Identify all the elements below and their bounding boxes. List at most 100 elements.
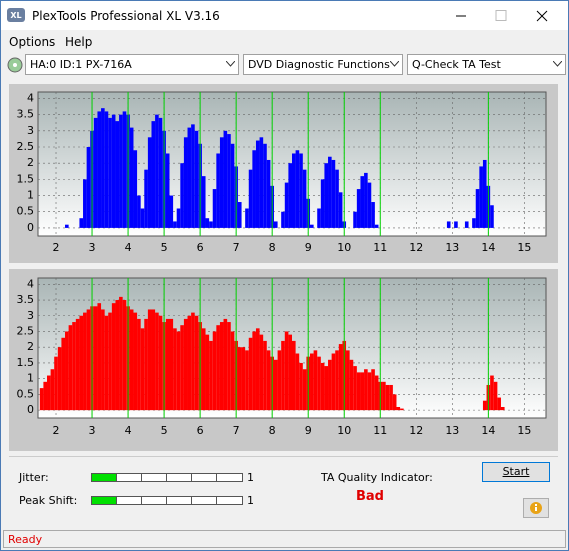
function-select[interactable]: DVD Diagnostic Functions (243, 54, 403, 75)
bar (248, 169, 253, 228)
app-icon: XL (7, 8, 25, 22)
meter-fill (91, 473, 118, 482)
bar (310, 224, 314, 228)
bar (295, 150, 300, 228)
y-tick-label: 1.5 (17, 172, 35, 185)
menu-item[interactable]: Help (65, 35, 93, 49)
bar (335, 169, 339, 228)
bar (237, 347, 242, 411)
bar (144, 169, 148, 228)
y-tick-label: 3 (27, 124, 34, 137)
bar (320, 362, 325, 411)
bar (165, 318, 170, 411)
bar (79, 315, 84, 411)
start-label: Start (502, 465, 530, 478)
window-controls[interactable] (441, 1, 568, 30)
bar (255, 140, 260, 228)
status-text: Ready (8, 533, 43, 546)
bar (83, 312, 87, 411)
bar (273, 359, 278, 411)
status-bar: Ready (3, 530, 566, 548)
bar (151, 309, 156, 411)
bar (392, 394, 397, 411)
bar (68, 325, 73, 411)
x-tick-label: 4 (125, 241, 132, 254)
x-tick-label: 10 (337, 241, 351, 254)
bar (266, 159, 271, 228)
bar (266, 350, 271, 411)
test-select[interactable]: Q-Check TA Test (407, 54, 566, 75)
bar (223, 130, 228, 228)
bar (111, 114, 116, 228)
bar (79, 218, 84, 228)
bar (169, 318, 174, 411)
y-tick-label: 3.5 (17, 293, 35, 306)
function-label: DVD Diagnostic Functions (248, 58, 390, 71)
bar (194, 315, 199, 411)
bar (446, 221, 451, 228)
bar (39, 388, 44, 411)
info-button[interactable] (523, 498, 549, 518)
bar (101, 108, 105, 228)
bar (288, 163, 292, 228)
x-tick-label: 15 (517, 241, 531, 254)
bar (227, 134, 231, 228)
bar (284, 182, 289, 228)
start-button[interactable]: Start (482, 462, 550, 482)
bar (86, 147, 91, 228)
bar (382, 381, 386, 411)
jitter-value: 1 (247, 471, 254, 484)
drive-label: HA:0 ID:1 PX-716A (30, 58, 132, 71)
bar (104, 111, 109, 228)
bar (165, 153, 170, 228)
x-tick-label: 9 (305, 241, 312, 254)
bar (205, 334, 210, 411)
peak-shift-value: 1 (247, 494, 254, 507)
bar (241, 347, 246, 411)
drive-select[interactable]: HA:0 ID:1 PX-716A (25, 54, 239, 75)
meter-cell (116, 496, 143, 505)
x-tick-label: 4 (125, 424, 132, 437)
bar (472, 218, 476, 228)
bar (111, 303, 116, 411)
y-tick-label: 1 (27, 372, 34, 385)
meter-cell (166, 496, 193, 505)
bar (371, 202, 375, 228)
meter-cell (116, 473, 143, 482)
bar (328, 359, 332, 411)
bar (201, 176, 206, 228)
x-tick-label: 8 (269, 241, 276, 254)
y-tick-label: 2 (27, 156, 34, 169)
y-tick-label: 2 (27, 340, 34, 353)
bar (371, 369, 375, 411)
y-tick-label: 1 (27, 189, 34, 202)
bar (158, 117, 163, 228)
bar (374, 224, 379, 228)
bar (219, 137, 224, 228)
bar (93, 306, 98, 411)
bar (144, 318, 148, 411)
results-panel (9, 456, 558, 527)
bar (115, 121, 120, 228)
meter-fill (91, 496, 118, 505)
bar (292, 340, 296, 411)
bar (482, 159, 487, 228)
bar (187, 315, 192, 411)
bar (169, 195, 174, 228)
x-tick-label: 13 (445, 424, 459, 437)
bar (237, 202, 242, 228)
y-tick-label: 0.5 (17, 387, 35, 400)
bar (122, 111, 127, 228)
svg-text:XL: XL (10, 11, 21, 20)
menu-item[interactable]: Options (9, 35, 56, 49)
bar (230, 331, 235, 411)
quality-label: TA Quality Indicator: (321, 471, 433, 484)
bar (183, 318, 188, 411)
bar (183, 137, 188, 228)
bar (151, 121, 156, 228)
bar (313, 350, 318, 411)
x-tick-label: 14 (481, 424, 495, 437)
bar (367, 372, 372, 411)
bar (65, 224, 69, 228)
bar (292, 153, 296, 228)
